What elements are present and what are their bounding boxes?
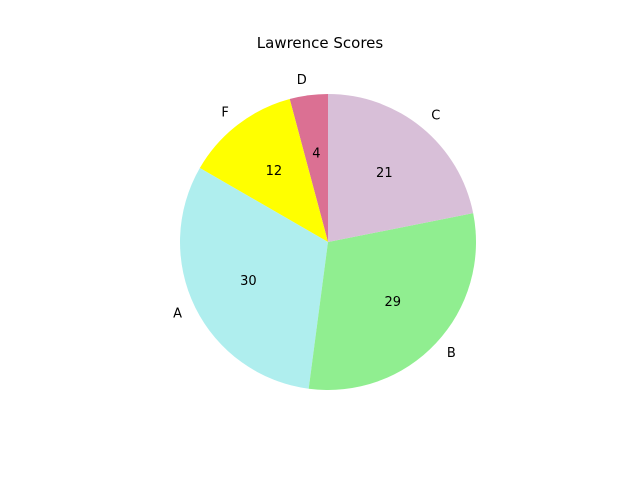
slice-value-d: 4 xyxy=(312,146,320,161)
slice-label-a: A xyxy=(173,307,182,322)
pie-slice-a xyxy=(180,168,328,389)
slice-value-a: 30 xyxy=(240,274,257,289)
pie-slice-b xyxy=(308,213,476,390)
slice-value-f: 12 xyxy=(266,164,283,179)
slice-value-b: 29 xyxy=(385,295,402,310)
slice-label-f: F xyxy=(221,105,228,120)
pie-labels: D 4 F 12 A 30 B 29 C 21 xyxy=(173,73,456,361)
pie-slice-d xyxy=(289,94,328,242)
chart-title: Lawrence Scores xyxy=(256,34,384,52)
slice-label-d: D xyxy=(297,73,307,88)
slice-value-c: 21 xyxy=(376,166,393,181)
slice-label-c: C xyxy=(431,109,440,124)
pie-slice-f xyxy=(199,99,328,243)
slice-label-b: B xyxy=(447,346,456,361)
pie-slices xyxy=(180,94,476,390)
pie-slice-c xyxy=(328,94,474,242)
